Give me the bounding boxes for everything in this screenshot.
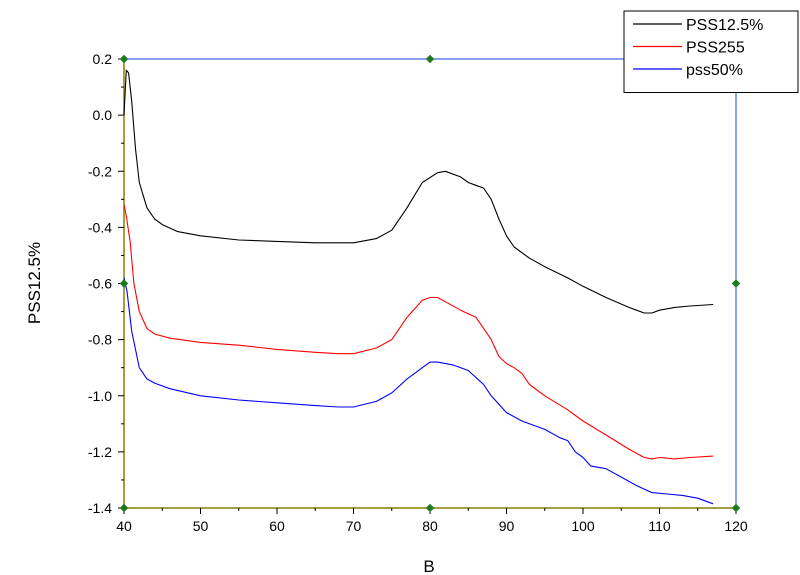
x-tick-label: 120 bbox=[724, 518, 748, 534]
x-tick-label: 80 bbox=[422, 518, 438, 534]
legend-label: PSS255 bbox=[686, 40, 745, 57]
series-line-3 bbox=[123, 277, 714, 505]
resize-handle[interactable] bbox=[119, 503, 129, 513]
x-tick-label: 110 bbox=[648, 518, 671, 534]
y-tick-label: -1.4 bbox=[88, 500, 112, 516]
x-tick-label: 100 bbox=[571, 518, 595, 534]
resize-handle[interactable] bbox=[731, 279, 741, 288]
x-tick-label: 50 bbox=[193, 518, 209, 534]
legend-label: pss50% bbox=[686, 62, 743, 79]
x-tick-label: 90 bbox=[499, 518, 515, 534]
y-tick-label: -0.2 bbox=[88, 163, 112, 179]
y-tick-label: -0.8 bbox=[88, 332, 112, 348]
legend: PSS12.5% PSS255 pss50% bbox=[623, 10, 799, 93]
resize-handle[interactable] bbox=[119, 279, 129, 288]
legend-label: PSS12.5% bbox=[686, 17, 763, 34]
resize-handle[interactable] bbox=[425, 503, 435, 513]
x-tick-label: 40 bbox=[116, 518, 132, 534]
series-line-1 bbox=[123, 69, 714, 314]
resize-handle[interactable] bbox=[425, 54, 435, 64]
y-tick-label: 0.0 bbox=[93, 107, 113, 123]
y-axis-title: PSS12.5% bbox=[25, 242, 44, 324]
y-tick-label: -0.6 bbox=[88, 276, 112, 292]
x-axis-title: B bbox=[423, 557, 434, 575]
resize-handle[interactable] bbox=[731, 503, 741, 513]
tick-labels: 40 50 60 70 80 90 100 110 120 0.2 0.0 -0.2 -0.4 -0.6 -… bbox=[88, 51, 748, 534]
x-tick-label: 70 bbox=[346, 518, 362, 534]
selection-handles bbox=[119, 54, 741, 513]
axes bbox=[118, 58, 737, 514]
y-tick-label: -0.4 bbox=[88, 219, 112, 235]
x-tick-label: 60 bbox=[269, 518, 285, 534]
series-group bbox=[123, 69, 714, 505]
resize-handle[interactable] bbox=[119, 54, 129, 64]
y-tick-label: 0.2 bbox=[93, 51, 113, 67]
y-tick-label: -1.2 bbox=[88, 444, 112, 460]
y-tick-label: -1.0 bbox=[88, 388, 112, 404]
series-line-2 bbox=[123, 204, 714, 460]
